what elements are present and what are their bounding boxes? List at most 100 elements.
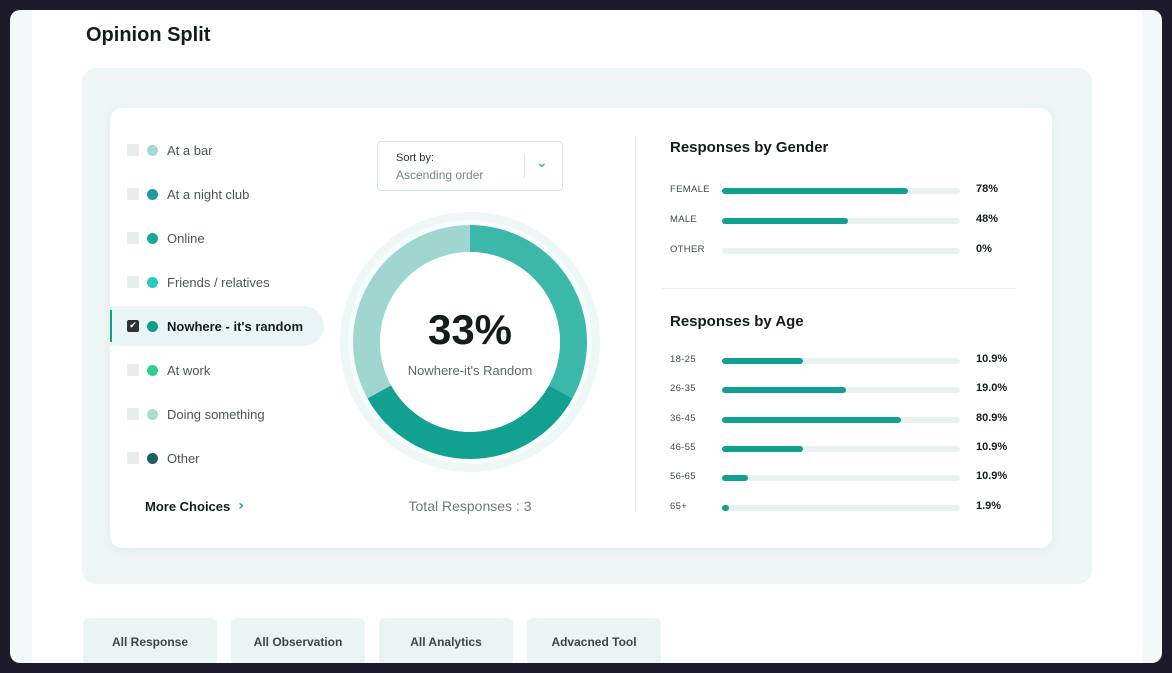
bar-fill [722,387,846,393]
color-dot [147,408,158,420]
bar-label: 65+ [670,501,688,512]
bar-track [722,505,960,511]
checkbox[interactable] [127,452,139,464]
app-frame: Opinion Split At a bar At a night club O… [10,10,1162,663]
donut-percent: 33% [427,306,513,353]
bar-fill [722,188,908,194]
donut-segment-1 [367,385,573,460]
checkbox[interactable] [127,144,139,156]
more-choices-link[interactable]: More Choices › [145,498,244,514]
checkbox[interactable] [127,408,139,420]
bar-label: 26-35 [670,383,696,394]
bar-label: 56-65 [670,471,696,482]
bar-value: 78% [976,183,999,195]
page: Opinion Split At a bar At a night club O… [32,10,1142,663]
check-icon: ✔ [129,321,137,331]
checkbox-checked[interactable]: ✔ [127,320,139,332]
choice-doing-something[interactable]: Doing something [110,394,324,434]
donut-segment-2 [353,225,470,399]
bar-label: 36-45 [670,413,696,424]
bar-track [722,358,960,364]
choice-label: Online [167,230,205,246]
bar-value: 0% [976,243,992,255]
bar-value: 10.9% [976,353,1008,365]
color-dot [147,232,158,244]
bar-value: 10.9% [976,441,1008,453]
bar-label: FEMALE [670,184,710,195]
sort-value: Ascending order [396,168,484,182]
choice-label: Nowhere - it's random [167,318,303,334]
choice-other[interactable]: Other [110,438,324,478]
choice-label: Other [167,450,200,466]
tab-all-analytics[interactable]: All Analytics [379,618,513,663]
age-row-65-plus: 65+ 1.9% [670,499,1010,515]
donut-segment-0 [470,225,587,399]
color-dot [147,320,158,332]
bar-fill [722,358,803,364]
more-choices-label: More Choices [145,498,231,514]
bar-value: 48% [976,213,999,225]
choice-at-a-night-club[interactable]: At a night club [110,174,324,214]
donut-hole [380,252,560,432]
bar-value: 10.9% [976,470,1008,482]
sort-label: Sort by: [396,152,434,164]
color-dot [147,364,158,376]
choice-friends-relatives[interactable]: Friends / relatives [110,262,324,302]
tab-all-response[interactable]: All Response [83,618,217,663]
bar-track [722,446,960,452]
bar-label: OTHER [670,244,705,255]
choice-online[interactable]: Online [110,218,324,258]
age-title: Responses by Age [670,313,804,330]
bar-label: 46-55 [670,442,696,453]
bar-track [722,475,960,481]
gender-row-other: OTHER 0% [670,242,1010,258]
sort-dropdown[interactable]: Sort by: Ascending order ⌄ [377,141,563,191]
tab-advanced-tool[interactable]: Advacned Tool [527,618,661,663]
divider [524,154,525,178]
checkbox[interactable] [127,364,139,376]
age-row-26-35: 26-35 19.0% [670,381,1010,397]
age-row-18-25: 18-25 10.9% [670,352,1010,368]
total-responses: Total Responses : 3 [408,498,532,514]
choice-label: At work [167,362,211,378]
horizontal-divider [662,288,1016,289]
gender-title: Responses by Gender [670,139,829,156]
color-dot [147,452,158,464]
choice-nowhere-random[interactable]: ✔ Nowhere - it's random [110,306,324,346]
bar-track [722,188,960,194]
gender-row-male: MALE 48% [670,212,1010,228]
choice-label: Friends / relatives [167,274,270,290]
age-row-46-55: 46-55 10.9% [670,440,1010,456]
choice-label: At a bar [167,142,213,158]
page-title: Opinion Split [86,24,211,46]
chevron-right-icon: › [238,498,245,514]
bar-value: 1.9% [976,500,1002,512]
age-row-36-45: 36-45 80.9% [670,411,1010,427]
bar-track [722,417,960,423]
color-dot [147,276,158,288]
bar-fill [722,505,730,511]
bar-track [722,218,960,224]
choice-label: Doing something [167,406,265,422]
donut-label: Nowhere-it's Random [407,363,533,378]
bar-label: 18-25 [670,354,696,365]
donut-chart [340,212,600,472]
bar-value: 80.9% [976,412,1008,424]
choice-label: At a night club [167,186,250,202]
gender-row-female: FEMALE 78% [670,182,1010,198]
choice-at-a-bar[interactable]: At a bar [110,130,324,170]
color-dot [147,188,158,200]
age-row-56-65: 56-65 10.9% [670,469,1010,485]
opinion-split-panel: At a bar At a night club Online Friends … [82,68,1092,584]
bar-fill [722,446,803,452]
chevron-down-icon: ⌄ [536,155,548,171]
bar-fill [722,218,849,224]
choice-at-work[interactable]: At work [110,350,324,390]
checkbox[interactable] [127,232,139,244]
checkbox[interactable] [127,276,139,288]
bar-track [722,248,960,254]
checkbox[interactable] [127,188,139,200]
tab-all-observation[interactable]: All Observation [231,618,365,663]
vertical-divider [635,136,636,512]
bar-label: MALE [670,214,698,225]
